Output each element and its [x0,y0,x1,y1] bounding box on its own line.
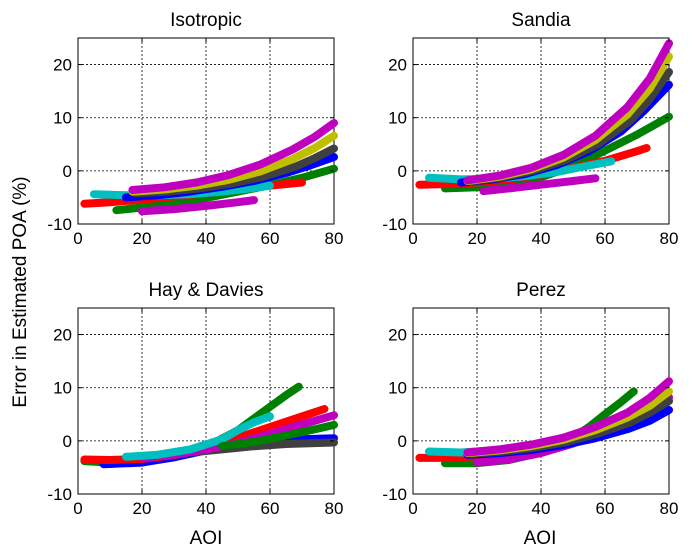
x-tick-label: 20 [468,229,487,248]
series-line-7 [463,39,673,185]
y-tick-label: 0 [63,162,72,181]
x-tick-label: 80 [325,229,344,248]
x-axis-label-right: AOI [524,528,557,549]
y-tick-label: 10 [388,379,407,398]
x-axis-label-left: AOI [190,528,223,549]
panel-title: Sandia [511,10,571,31]
panel-title: Isotropic [170,10,242,31]
x-tick-label: 80 [325,499,344,518]
x-tick-label: 40 [532,499,551,518]
series-line-7 [128,119,338,194]
series-line-7 [463,377,673,457]
y-tick-label: 10 [53,109,72,128]
x-tick-label: 40 [532,229,551,248]
y-tick-label: -10 [382,215,407,234]
panel-title: Hay & Davies [148,280,263,301]
x-tick-label: 0 [73,499,82,518]
y-tick-label: -10 [382,485,407,504]
y-tick-label: -10 [47,215,72,234]
y-tick-label: 0 [398,432,407,451]
x-tick-label: 60 [261,499,280,518]
y-tick-label: 20 [388,326,407,345]
x-tick-label: 20 [468,499,487,518]
series-line-5 [122,412,274,461]
y-tick-label: 20 [53,56,72,75]
y-tick-label: 10 [53,379,72,398]
y-tick-label: 0 [63,432,72,451]
x-tick-label: 60 [261,229,280,248]
x-tick-label: 0 [408,229,417,248]
x-tick-label: 60 [596,499,615,518]
x-tick-label: 20 [133,499,152,518]
series-line-2 [479,174,600,196]
x-tick-label: 80 [660,229,679,248]
x-tick-label: 60 [596,229,615,248]
x-tick-label: 40 [197,229,216,248]
x-tick-label: 40 [197,499,216,518]
y-tick-label: 20 [388,56,407,75]
panel-title: Perez [516,280,566,301]
y-tick-label: 0 [398,162,407,181]
series-line-2 [138,196,258,216]
x-tick-label: 20 [133,229,152,248]
x-tick-label: 0 [408,499,417,518]
y-tick-label: 20 [53,326,72,345]
x-tick-label: 80 [660,499,679,518]
y-axis-label: Error in Estimated POA (%) [10,176,31,407]
y-tick-label: 10 [388,109,407,128]
series-line-6 [218,420,338,451]
x-tick-label: 0 [73,229,82,248]
y-tick-label: -10 [47,485,72,504]
